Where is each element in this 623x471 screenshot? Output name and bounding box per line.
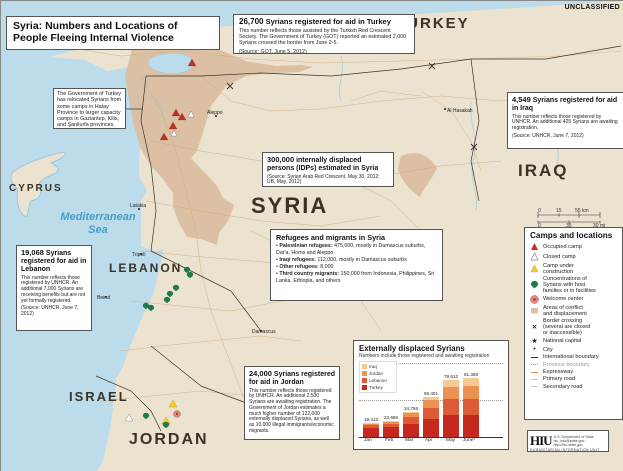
- svg-text:Latakia: Latakia: [130, 203, 146, 209]
- svg-text:Beirut: Beirut: [97, 295, 111, 301]
- svg-text:Al Hasakah: Al Hasakah: [447, 108, 473, 114]
- svg-text:Aleppo: Aleppo: [207, 110, 223, 116]
- svg-text:Tripoli: Tripoli: [132, 252, 145, 258]
- svg-text:Damascus: Damascus: [252, 329, 276, 335]
